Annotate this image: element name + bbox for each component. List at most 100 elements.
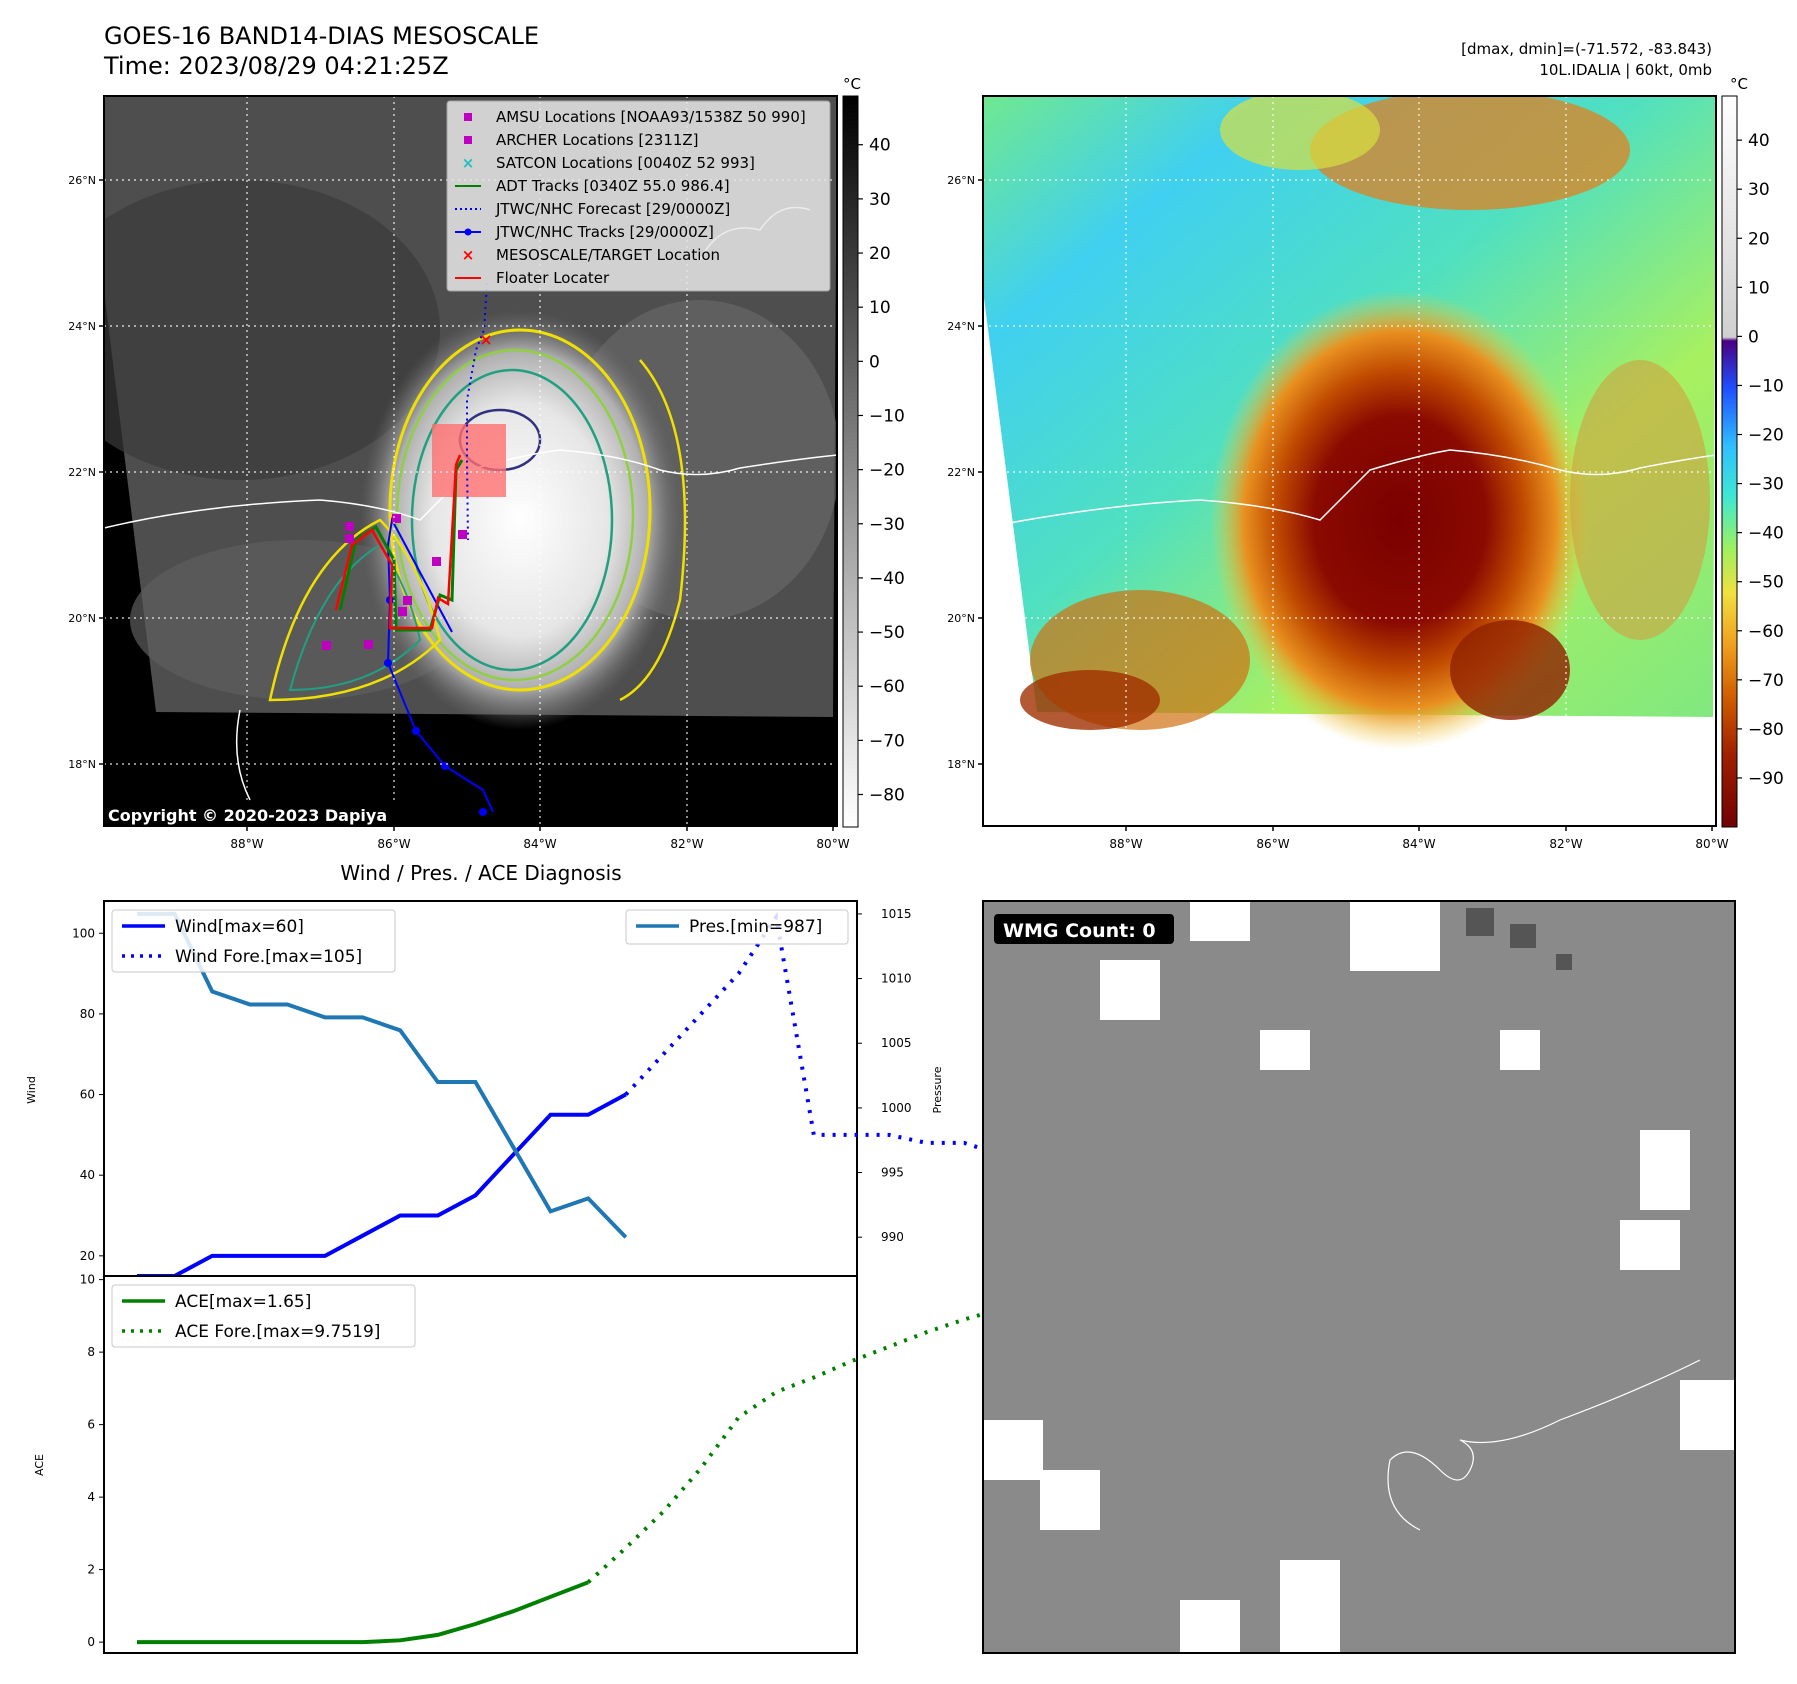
lat-tick-label: 24°N: [947, 320, 975, 333]
colorbar-tick-label: −60: [1748, 622, 1784, 642]
pressure-axis-label: Pressure: [931, 1066, 944, 1113]
series-line-wind: [137, 1092, 627, 1278]
diagnosis-title: Wind / Pres. / ACE Diagnosis: [340, 861, 621, 885]
ace-axis-label: ACE: [33, 1454, 46, 1476]
lat-tick-label: 24°N: [68, 320, 96, 333]
legend-ace: ACE[max=1.65]: [175, 1292, 311, 1312]
pressure-tick-label: 1000: [881, 1101, 912, 1115]
floater-box: [432, 424, 506, 497]
ace-tick-label: 0: [87, 1635, 95, 1649]
pressure-tick-label: 1015: [881, 907, 912, 921]
colorbar-tick-label: −10: [869, 406, 905, 426]
colorbar-left-unit: °C: [843, 75, 861, 93]
color-enhanced-map: 26°N 24°N 22°N 20°N 18°N 88°W 86°W 84°W 82°W 80°…: [947, 95, 1729, 851]
lat-tick-label: 20°N: [68, 612, 96, 625]
wmg-coastline: [1387, 1359, 1701, 1531]
colorbar-tick-label: −20: [869, 461, 905, 481]
series-line-pres-: [137, 911, 628, 1239]
wind-pressure-chart: Wind Pressure 100 80 60 40 20 1015 1010 1005 10…: [25, 900, 1040, 1278]
ace-tick-label: 4: [87, 1490, 95, 1504]
series-line-wind-fore-: [624, 911, 1040, 1158]
contour-outer: [388, 328, 652, 692]
colorbar-tick-label: −80: [1748, 720, 1784, 740]
wmg-count-label: WMG Count: 0: [1003, 920, 1156, 942]
colorbar-tick-label: 20: [1748, 229, 1770, 249]
colorbar-tick-label: −20: [1748, 426, 1784, 446]
lat-tick-label: 18°N: [947, 758, 975, 771]
wind-axis-label: Wind: [25, 1076, 38, 1104]
wind-tick-label: 80: [80, 1007, 95, 1021]
colorbar-tick-label: −50: [869, 623, 905, 643]
legend-marker: ×: [462, 154, 475, 172]
storm-label: 10L.IDALIA | 60kt, 0mb: [1539, 61, 1712, 79]
wind-tick-label: 40: [80, 1168, 95, 1182]
colorbar-tick-label: −10: [1748, 376, 1784, 396]
figure-time: Time: 2023/08/29 04:21:25Z: [103, 52, 449, 80]
map-legend: AMSU Locations [NOAA93/1538Z 50 990] ARCH…: [446, 100, 831, 292]
ace-tick-label: 2: [87, 1563, 95, 1577]
legend-marker: [464, 113, 472, 121]
wind-tick-label: 100: [72, 926, 95, 940]
lon-tick-label: 88°W: [1109, 837, 1142, 851]
colorbar-tick-label: 30: [869, 190, 891, 210]
colorbar-tick-label: −70: [1748, 671, 1784, 691]
lat-tick-label: 26°N: [68, 174, 96, 187]
legend-label: JTWC/NHC Forecast [29/0000Z]: [495, 200, 730, 218]
colorbar-tick-label: −50: [1748, 573, 1784, 593]
colorbar-tick-label: 0: [869, 352, 880, 372]
lon-tick-label: 86°W: [377, 837, 410, 851]
ace-chart: ACE 10 8 6 4 2 0 ACE[max=1.65] ACE Fore.[max=…: [33, 1273, 1078, 1654]
pressure-tick-label: 1005: [881, 1036, 912, 1050]
colorbar-tick-label: 40: [1748, 131, 1770, 151]
coastline: [104, 449, 837, 529]
ace-legend: ACE[max=1.65] ACE Fore.[max=9.7519]: [111, 1284, 416, 1348]
colorbar-right-unit: °C: [1730, 75, 1748, 93]
legend-label: ARCHER Locations [2311Z]: [496, 131, 699, 149]
lat-tick-label: 20°N: [947, 612, 975, 625]
pressure-tick-label: 1010: [881, 972, 912, 986]
colorbar-tick-label: −70: [869, 731, 905, 751]
floater-track: [334, 454, 462, 630]
legend-label: SATCON Locations [0040Z 52 993]: [496, 154, 755, 172]
lon-tick-label: 84°W: [1402, 837, 1435, 851]
pressure-tick-label: 990: [881, 1230, 904, 1244]
legend-pressure: Pres.[min=987]: [689, 917, 822, 937]
legend-marker: [464, 136, 472, 144]
colorbar-tick-label: 20: [869, 244, 891, 264]
series-line-ace: [137, 1580, 589, 1645]
legend-label: JTWC/NHC Tracks [29/0000Z]: [495, 223, 714, 241]
wind-legend: Wind[max=60] Wind Fore.[max=105]: [111, 909, 396, 973]
colorbar-tick-label: 30: [1748, 180, 1770, 200]
colorbar-tick-label: 40: [869, 136, 891, 156]
lon-tick-label: 80°W: [816, 837, 849, 851]
lon-tick-label: 82°W: [670, 837, 703, 851]
grayscale-satellite-map: × AMSU Locations [NOAA93/1538Z 50 990] AR…: [68, 95, 850, 851]
lon-tick-label: 88°W: [230, 837, 263, 851]
lat-tick-label: 18°N: [68, 758, 96, 771]
wind-tick-label: 20: [80, 1249, 95, 1263]
lat-tick-label: 22°N: [947, 466, 975, 479]
lon-tick-label: 82°W: [1549, 837, 1582, 851]
colorbar-left: °C 40 30 20 10 0 −10 −20 −30 −40 −50 −60 −70 −80: [842, 75, 905, 828]
ace-tick-label: 6: [87, 1418, 95, 1432]
legend-wind: Wind[max=60]: [175, 917, 304, 937]
legend-label: AMSU Locations [NOAA93/1538Z 50 990]: [496, 108, 806, 126]
colorbar-right: °C 40 30 20 10 0 −10 −20 −30 −40 −50 −60 −70 −80 −90: [1721, 75, 1784, 828]
figure-title: GOES-16 BAND14-DIAS MESOSCALE: [104, 22, 539, 50]
lon-tick-label: 84°W: [523, 837, 556, 851]
lat-tick-label: 22°N: [68, 466, 96, 479]
legend-label: ADT Tracks [0340Z 55.0 986.4]: [496, 177, 730, 195]
colorbar-tick-label: 0: [1748, 327, 1759, 347]
colorbar-tick-label: −60: [869, 677, 905, 697]
copyright-label: Copyright © 2020-2023 Dapiya: [108, 806, 387, 825]
lat-tick-label: 26°N: [947, 174, 975, 187]
legend-label: Floater Locater: [496, 269, 610, 287]
wind-tick-label: 60: [80, 1088, 95, 1102]
colorbar-tick-label: 10: [1748, 278, 1770, 298]
forecast-track: [466, 282, 488, 541]
pressure-tick-label: 995: [881, 1166, 904, 1180]
legend-marker: ×: [462, 246, 475, 264]
series-line-ace-fore-: [586, 1286, 1078, 1584]
colorbar-tick-label: −40: [1748, 524, 1784, 544]
